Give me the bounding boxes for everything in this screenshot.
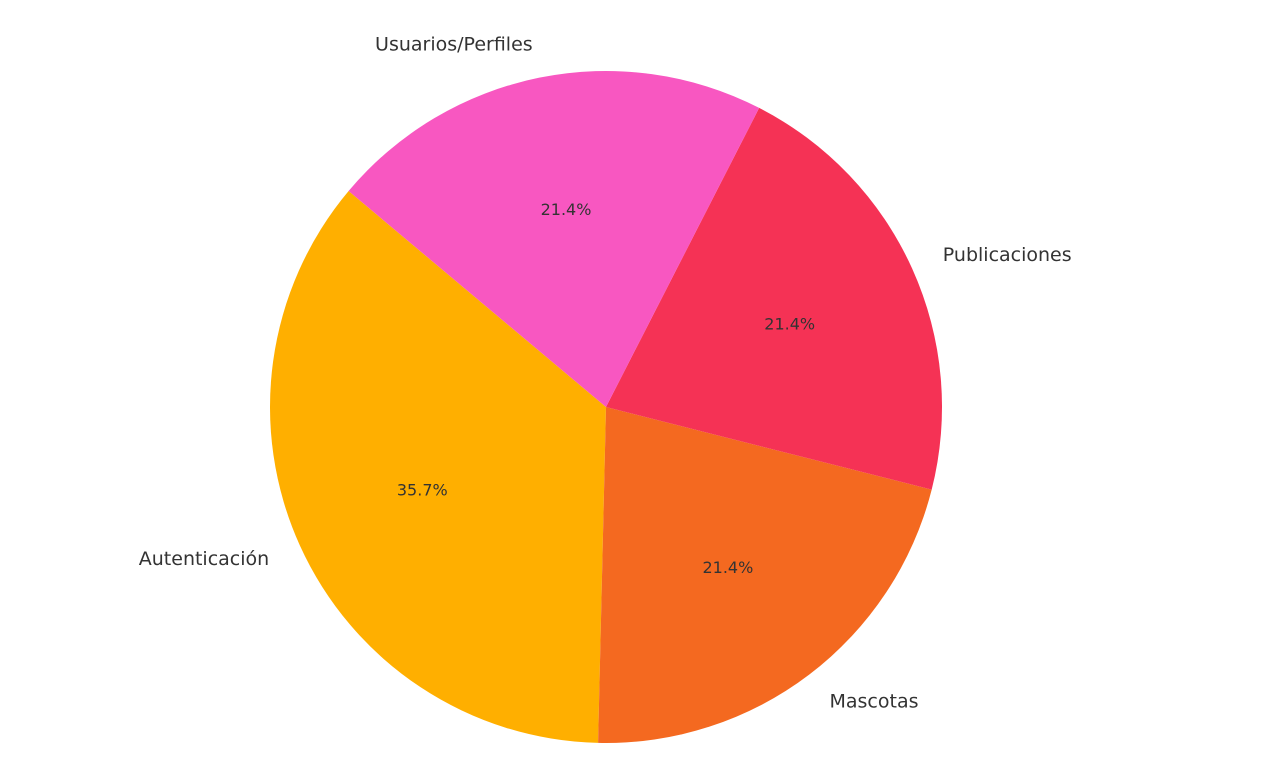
slice-label-autenticacion: Autenticación <box>139 548 269 570</box>
slice-percent-usuarios-perfiles: 21.4% <box>541 200 592 219</box>
pie-slice-publicaciones <box>606 107 942 490</box>
pie-slice-usuarios-perfiles <box>348 70 760 407</box>
slice-label-publicaciones: Publicaciones <box>943 244 1072 266</box>
pie-slice-mascotas <box>598 407 932 743</box>
slice-label-usuarios-perfiles: Usuarios/Perfiles <box>375 34 533 56</box>
slice-percent-autenticacion: 35.7% <box>397 481 448 500</box>
slices-layer <box>269 70 942 743</box>
pie-slice-autenticacion <box>269 191 606 743</box>
slice-label-mascotas: Mascotas <box>829 690 918 712</box>
slice-percent-mascotas: 21.4% <box>702 558 753 577</box>
labels-layer: Autenticación 35.7% Mascotas 21.4% Publicaci… <box>139 34 1072 713</box>
slice-percent-publicaciones: 21.4% <box>764 314 815 333</box>
